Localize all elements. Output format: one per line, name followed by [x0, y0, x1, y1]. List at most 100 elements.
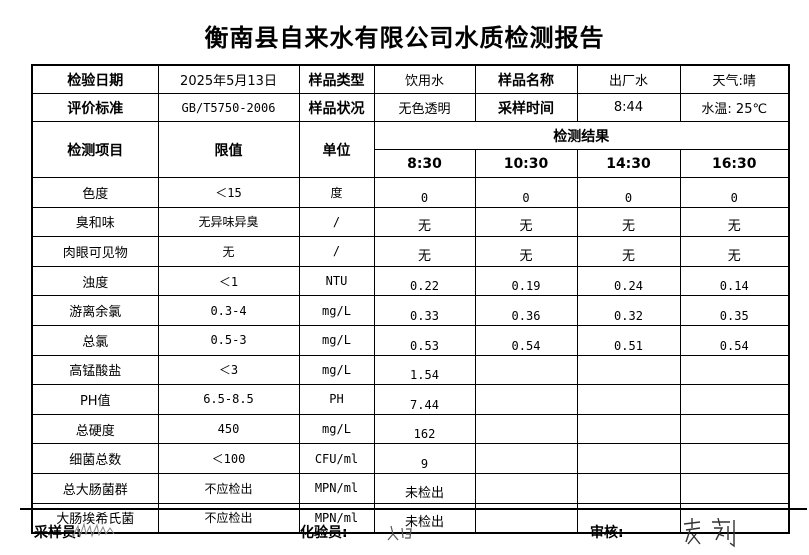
- label: 样品类型: [298, 64, 375, 94]
- reviewer-label: 审核:: [590, 525, 624, 541]
- header-time: 10:30: [474, 149, 578, 178]
- result-value: 0: [474, 177, 578, 208]
- result-value: 未检出: [373, 502, 476, 534]
- result-value: 无: [576, 206, 681, 238]
- unit: PH: [298, 384, 375, 415]
- result-value: [576, 502, 681, 534]
- limit-value: 0.3-4: [157, 295, 300, 326]
- header-time: 8:30: [373, 149, 476, 178]
- unit: NTU: [298, 265, 375, 297]
- table-row: 总硬度 450 mg/L 162: [31, 413, 790, 445]
- result-value: [576, 443, 681, 474]
- result-value: [576, 354, 681, 386]
- unit: mg/L: [298, 295, 375, 326]
- header-time: 14:30: [576, 149, 681, 178]
- result-value: 0.53: [373, 324, 476, 356]
- result-value: [474, 443, 578, 474]
- info-row-1: 检验日期 2025年5月13日 样品类型 饮用水 样品名称 出厂水 天气:晴: [31, 64, 790, 94]
- table-row: 大肠埃希氏菌 不应检出 MPN/ml 未检出: [31, 502, 790, 534]
- result-value: 0.19: [474, 265, 578, 297]
- result-value: 0.22: [373, 265, 476, 297]
- label: 检验日期: [31, 64, 159, 94]
- test-item: 臭和味: [31, 206, 159, 238]
- result-value: [679, 443, 790, 474]
- header-item: 检测项目: [31, 121, 159, 178]
- result-value: 未检出: [373, 472, 476, 504]
- test-item: 总硬度: [31, 413, 159, 445]
- header-limit: 限值: [157, 121, 300, 178]
- result-value: 无: [576, 236, 681, 267]
- result-value: [576, 384, 681, 415]
- table-row: 总大肠菌群 不应检出 MPN/ml 未检出: [31, 472, 790, 504]
- limit-value: 无: [157, 236, 300, 267]
- unit: mg/L: [298, 324, 375, 356]
- result-value: 1.54: [373, 354, 476, 386]
- header-results: 检测结果: [373, 121, 790, 150]
- result-value: 无: [679, 236, 790, 267]
- label: 评价标准: [31, 93, 159, 122]
- header-unit: 单位: [298, 121, 375, 178]
- result-value: 9: [373, 443, 476, 474]
- result-value: 7.44: [373, 384, 476, 415]
- result-value: [474, 354, 578, 386]
- label: 样品状况: [298, 93, 375, 122]
- result-value: 0: [576, 177, 681, 208]
- test-item: 总氯: [31, 324, 159, 356]
- result-value: 0.33: [373, 295, 476, 326]
- tester-signature: [387, 525, 412, 541]
- label: 样品名称: [474, 64, 578, 94]
- result-value: 0.32: [576, 295, 681, 326]
- result-value: 0: [373, 177, 476, 208]
- table-row: 色度 ＜15 度 0 0 0 0: [31, 177, 790, 208]
- test-item: PH值: [31, 384, 159, 415]
- test-item: 总大肠菌群: [31, 472, 159, 504]
- result-value: 0.51: [576, 324, 681, 356]
- result-value: [679, 384, 790, 415]
- limit-value: ＜15: [157, 177, 300, 208]
- sampler-label: 采样员:: [34, 525, 82, 541]
- limit-value: 450: [157, 413, 300, 445]
- sample-type: 饮用水: [373, 64, 476, 94]
- test-item: 浊度: [31, 265, 159, 297]
- sample-status: 无色透明: [373, 93, 476, 122]
- unit: mg/L: [298, 413, 375, 445]
- result-value: 无: [474, 206, 578, 238]
- unit: mg/L: [298, 354, 375, 386]
- test-item: 细菌总数: [31, 443, 159, 474]
- limit-value: 0.5-3: [157, 324, 300, 356]
- unit: CFU/ml: [298, 443, 375, 474]
- result-value: 0.14: [679, 265, 790, 297]
- result-value: 无: [373, 206, 476, 238]
- result-value: [679, 354, 790, 386]
- table-row: 臭和味 无异味异臭 / 无无无无: [31, 206, 790, 238]
- report-table: 检验日期 2025年5月13日 样品类型 饮用水 样品名称 出厂水 天气:晴 评…: [31, 64, 790, 535]
- result-value: [474, 413, 578, 445]
- unit: MPN/ml: [298, 472, 375, 504]
- label: 采样时间: [474, 93, 578, 122]
- result-value: 0.35: [679, 295, 790, 326]
- sampler-signature: [71, 522, 115, 539]
- test-item: 色度: [31, 177, 159, 208]
- report-title: 衡南县自来水有限公司水质检测报告: [204, 24, 605, 52]
- table-row: 总氯 0.5-3 mg/L 0.53 0.54 0.51 0.54: [31, 324, 790, 356]
- table-row: 游离余氯 0.3-4 mg/L 0.33 0.36 0.32 0.35: [31, 295, 790, 326]
- result-value: 无: [474, 236, 578, 267]
- unit: /: [298, 236, 375, 267]
- inspection-date: 2025年5月13日: [157, 64, 300, 94]
- result-value: 0.24: [576, 265, 681, 297]
- table-row: 高锰酸盐 ＜3 mg/L 1.54: [31, 354, 790, 386]
- result-value: [474, 472, 578, 504]
- sample-name: 出厂水: [576, 64, 681, 94]
- result-value: 无: [679, 206, 790, 238]
- test-item: 肉眼可见物: [31, 236, 159, 267]
- table-row: PH值 6.5-8.5 PH 7.44: [31, 384, 790, 415]
- result-value: [474, 502, 578, 534]
- result-value: 162: [373, 413, 476, 445]
- result-value: 0: [679, 177, 790, 208]
- result-value: 0.36: [474, 295, 578, 326]
- info-row-2: 评价标准 GB/T5750-2006 样品状况 无色透明 采样时间 8:44 水…: [31, 93, 790, 122]
- limit-value: ＜1: [157, 265, 300, 297]
- limit-value: 6.5-8.5: [157, 384, 300, 415]
- header-row: 检测项目 限值 单位 检测结果: [31, 121, 790, 178]
- divider: [20, 508, 807, 510]
